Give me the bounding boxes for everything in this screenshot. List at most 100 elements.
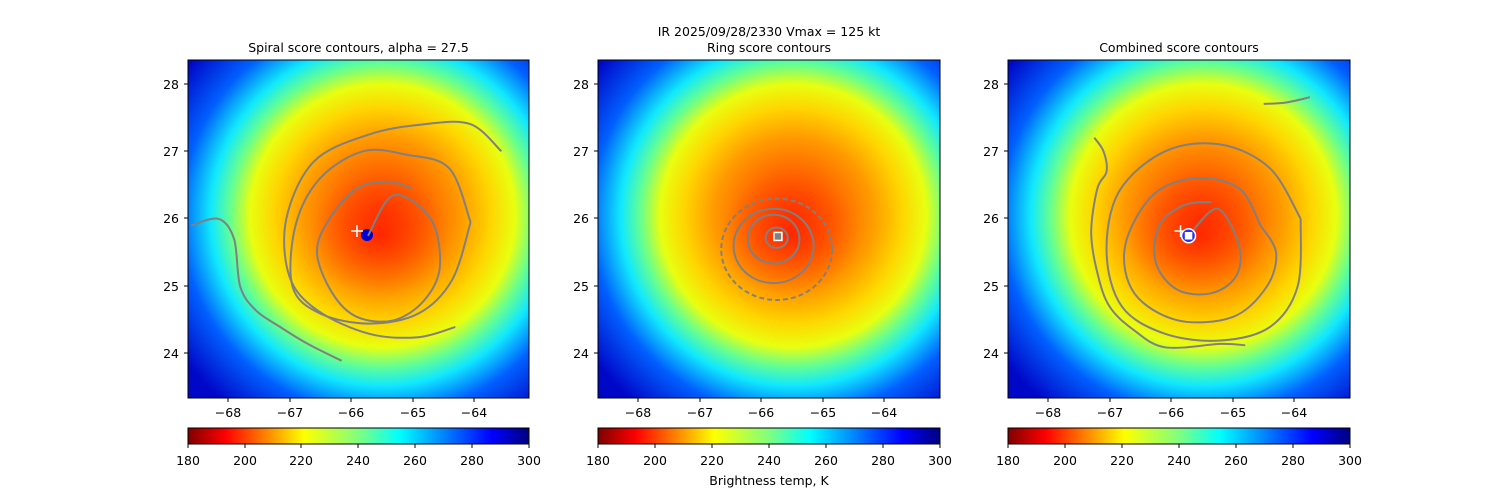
svg-text:−67: −67 [687,405,713,420]
contours-ring [720,197,834,301]
ring-contour [764,226,789,249]
svg-text:25: 25 [573,279,589,294]
svg-text:24: 24 [163,346,179,361]
ring-contour [746,213,801,265]
combined-contour [1263,96,1311,105]
cbar-tick: 220 [1110,444,1134,468]
axes-frame-combined [1007,59,1351,399]
svg-text:26: 26 [163,211,179,226]
x-tick: −65 [810,398,836,420]
cbar-tick: 220 [289,444,313,468]
svg-text:260: 260 [1224,453,1248,468]
y-tick: 27 [573,144,598,159]
svg-text:−64: −64 [1281,405,1307,420]
y-tick: 28 [163,77,188,92]
cbar-tick: 280 [460,444,484,468]
svg-text:240: 240 [346,453,370,468]
spiral-contour [315,180,442,323]
svg-text:−68: −68 [1035,405,1061,420]
ring-contour [720,197,834,301]
x-tick: −68 [625,398,651,420]
combined-contour [1105,142,1302,342]
panel-spiral: Spiral score contours, alpha = 27.5 −68 … [163,40,541,468]
xticks-ring: −68 −67 −66 −65 −64 [625,398,897,420]
combined-contour [1123,177,1278,324]
center-square-marker [773,231,783,242]
markers-spiral [350,225,363,238]
svg-text:28: 28 [573,77,589,92]
svg-text:−66: −66 [748,405,774,420]
contours-combined [1090,96,1311,349]
yticks-ring: 24 25 26 27 28 [573,77,598,361]
heatmap-ring [598,60,940,398]
x-tick: −68 [1035,398,1061,420]
cbar-tick: 240 [1167,444,1191,468]
colorbar-ring: 180 200 220 240 260 280 300 [586,427,952,468]
x-tick: −67 [1097,398,1123,420]
svg-text:−67: −67 [1097,405,1123,420]
cbar-tick: 260 [1224,444,1248,468]
svg-text:300: 300 [517,453,541,468]
x-tick: −64 [461,398,487,420]
colorbar-label: Brightness temp, K [709,473,829,488]
combined-contour [1153,201,1242,296]
x-tick: −66 [748,398,774,420]
y-tick: 28 [983,77,1008,92]
svg-text:−66: −66 [1158,405,1184,420]
svg-text:25: 25 [983,279,999,294]
svg-text:200: 200 [233,453,257,468]
svg-text:300: 300 [928,453,952,468]
ring-contour [732,207,815,285]
colorbar-gradient [187,427,530,445]
svg-text:220: 220 [1110,453,1134,468]
xticks-spiral: −68 −67 −66 −65 −64 [215,398,487,420]
svg-text:280: 280 [871,453,895,468]
spiral-contour [289,148,472,325]
svg-text:−64: −64 [461,405,487,420]
svg-text:27: 27 [573,144,589,159]
y-tick: 24 [983,346,1008,361]
cbar-tick: 260 [403,444,427,468]
svg-text:27: 27 [163,144,179,159]
cbar-tick: 300 [1338,444,1362,468]
svg-text:28: 28 [163,77,179,92]
y-tick: 25 [163,279,188,294]
svg-text:24: 24 [573,346,589,361]
x-tick: −67 [687,398,713,420]
svg-text:200: 200 [1053,453,1077,468]
core-glow-spiral [310,175,450,295]
y-tick: 24 [573,346,598,361]
x-tick: −64 [871,398,897,420]
cbar-tick: 180 [176,444,200,468]
svg-text:−64: −64 [871,405,897,420]
cbar-tick: 260 [814,444,838,468]
svg-text:−65: −65 [1220,405,1246,420]
colorbar-combined: 180 200 220 240 260 280 300 [996,427,1362,468]
y-tick: 26 [983,211,1008,226]
svg-text:180: 180 [586,453,610,468]
figure-suptitle: IR 2025/09/28/2330 Vmax = 125 kt [658,24,881,39]
svg-text:280: 280 [1281,453,1305,468]
svg-text:220: 220 [289,453,313,468]
svg-text:−65: −65 [810,405,836,420]
y-tick: 26 [573,211,598,226]
x-tick: −64 [1281,398,1307,420]
center-square-marker [1184,232,1193,240]
svg-text:180: 180 [996,453,1020,468]
y-tick: 28 [573,77,598,92]
svg-text:25: 25 [163,279,179,294]
cbar-tick: 180 [586,444,610,468]
svg-text:−65: −65 [400,405,426,420]
panel-title-spiral: Spiral score contours, alpha = 27.5 [248,40,469,55]
y-tick: 27 [163,144,188,159]
markers-ring [773,231,783,242]
cbar-tick: 220 [700,444,724,468]
panel-combined: Combined score contours −68 −67 −66 −65 … [983,40,1362,468]
x-tick: −65 [400,398,426,420]
y-tick: 27 [983,144,1008,159]
cbar-tick: 280 [1281,444,1305,468]
svg-text:26: 26 [573,211,589,226]
panel-title-combined: Combined score contours [1099,40,1259,55]
x-tick: −67 [277,398,303,420]
